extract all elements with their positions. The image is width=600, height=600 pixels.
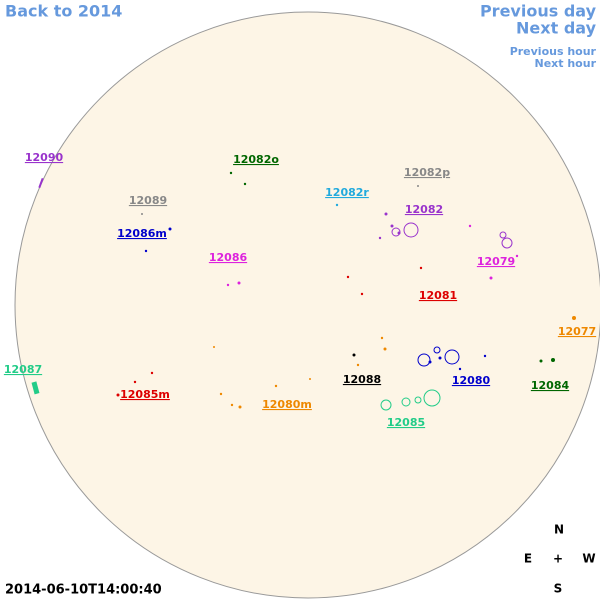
region-label[interactable]: 12077 — [558, 325, 596, 338]
region-label[interactable]: 12081 — [419, 289, 457, 302]
region-label[interactable]: 12082 — [405, 203, 443, 216]
region-label[interactable]: 12080 — [452, 374, 491, 387]
region-label[interactable]: 12084 — [531, 379, 570, 392]
compass-west: W — [582, 552, 595, 566]
compass-center: + — [553, 552, 563, 566]
next-day-link[interactable]: Next day — [516, 19, 597, 38]
region-label[interactable]: 12088 — [343, 373, 381, 386]
back-link[interactable]: Back to 2014 — [5, 2, 122, 21]
region-label[interactable]: 12089 — [129, 194, 167, 207]
region-labels: 12090 12082o 12082p 12089 12082r 12082 1… — [4, 151, 596, 429]
timestamp: 2014-06-10T14:00:40 — [5, 583, 162, 598]
region-label[interactable]: 12085m — [120, 388, 170, 401]
region-label[interactable]: 12086 — [209, 251, 248, 264]
previous-hour-link[interactable]: Previous hour — [510, 45, 597, 58]
region-label[interactable]: 12080m — [262, 398, 312, 411]
sunspots — [31, 171, 576, 411]
next-hour-link[interactable]: Next hour — [535, 57, 597, 70]
region-label[interactable]: 12082r — [325, 186, 369, 199]
region-label[interactable]: 12085 — [387, 416, 425, 429]
previous-day-link[interactable]: Previous day — [480, 2, 597, 21]
solar-disc — [14, 11, 600, 599]
region-label[interactable]: 12082o — [233, 153, 279, 166]
region-label[interactable]: 12086m — [117, 227, 167, 240]
compass-east: E — [524, 552, 532, 566]
compass-north: N — [554, 523, 564, 537]
region-label[interactable]: 12079 — [477, 255, 515, 268]
region-label[interactable]: 12087 — [4, 363, 42, 376]
region-label[interactable]: 12082p — [404, 166, 450, 179]
region-label[interactable]: 12090 — [25, 151, 64, 164]
compass-south: S — [554, 582, 563, 596]
